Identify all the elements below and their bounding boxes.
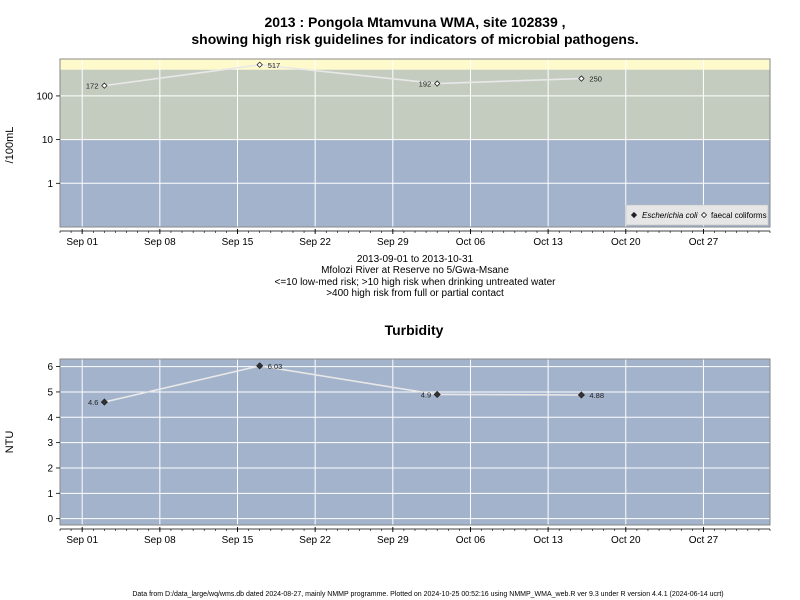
footer-note: Data from D:/data_large/wq/wms.db dated …	[132, 591, 723, 598]
data-label: 517	[268, 61, 281, 70]
faecal-coliforms-point	[434, 80, 441, 87]
turbidity-title: Turbidity	[385, 322, 444, 338]
turbidity-plot-frame	[59, 358, 771, 526]
turbidity-y-axis-label: NTU	[4, 431, 16, 454]
turbidity-point	[433, 390, 441, 399]
turbidity-y-axis: 0 1 2 3 4 5 6	[47, 362, 60, 525]
note-drinking-risk: <=10 low-med risk; >10 high risk when dr…	[275, 277, 557, 288]
x-tick-label: Sep 08	[144, 535, 176, 546]
microbial-panel: 1 10 100 Sep 01 Sep 08 Sep 15 Sep 22 Sep 29 Oct…	[4, 58, 771, 248]
microbial-grid	[60, 59, 770, 227]
risk-bands	[60, 59, 770, 227]
x-tick-label: Sep 15	[222, 535, 254, 546]
note-site: Mfolozi River at Reserve no 5/Gwa-Msane	[321, 265, 509, 276]
x-tick-label: Oct 27	[689, 237, 719, 248]
x-tick-label: Sep 22	[299, 535, 331, 546]
y-tick-label: 0	[47, 514, 53, 525]
turbidity-plot-bg	[60, 359, 770, 525]
risk-band	[60, 69, 770, 140]
turbidity-grid	[60, 359, 770, 525]
faecal-coliforms-point	[101, 82, 108, 89]
x-tick-label: Oct 20	[611, 535, 641, 546]
y-tick-label: 4	[47, 413, 53, 424]
microbial-series: 172 517 192 250	[86, 61, 602, 91]
legend-ecoli-label: Escherichia coli	[642, 211, 698, 220]
turbidity-line	[104, 365, 582, 403]
x-tick-label: Oct 13	[533, 237, 563, 248]
note-date-range: 2013-09-01 to 2013-10-31	[357, 254, 474, 265]
microbial-y-axis: 1 10 100	[36, 91, 60, 190]
x-tick-label: Oct 20	[611, 237, 641, 248]
chart-subtitle: showing high risk guidelines for indicat…	[191, 31, 638, 47]
microbial-plot-frame	[59, 58, 771, 228]
legend-faecal-marker	[700, 211, 708, 219]
data-label: 172	[86, 82, 99, 91]
risk-band	[60, 59, 770, 70]
microbial-x-axis: Sep 01 Sep 08 Sep 15 Sep 22 Sep 29 Oct 06 Oct …	[59, 229, 771, 248]
faecal-coliforms-point	[256, 61, 263, 68]
x-tick-label: Oct 13	[533, 535, 563, 546]
data-label: 4.88	[589, 391, 604, 400]
y-tick-label: 2	[47, 463, 53, 474]
y-tick-label: 6	[47, 362, 53, 373]
x-tick-label: Oct 06	[456, 535, 486, 546]
turbidity-point	[577, 391, 585, 399]
data-label: 6.03	[268, 362, 283, 371]
y-tick-label: 1	[47, 489, 53, 500]
legend-faecal-label: faecal coliforms	[711, 211, 767, 220]
x-tick-label: Sep 29	[377, 237, 409, 248]
x-tick-label: Sep 01	[66, 535, 98, 546]
x-tick-label: Sep 01	[66, 237, 98, 248]
data-label: 192	[419, 80, 432, 89]
x-tick-label: Sep 22	[299, 237, 331, 248]
turbidity-point	[100, 398, 108, 406]
chart-title: 2013 : Pongola Mtamvuna WMA, site 102839…	[264, 14, 565, 30]
x-tick-label: Oct 27	[689, 535, 719, 546]
data-label: 250	[589, 75, 602, 84]
x-tick-label: Sep 08	[144, 237, 176, 248]
legend-box	[625, 204, 769, 226]
y-tick-label: 1	[47, 179, 53, 190]
legend: Escherichia coli faecal coliforms	[625, 204, 769, 226]
y-tick-label: 3	[47, 438, 53, 449]
turbidity-series: 4.6 6.03 4.9 4.88	[88, 362, 604, 407]
data-label: 4.6	[88, 398, 98, 407]
data-label: 4.9	[421, 390, 431, 399]
turbidity-x-axis: Sep 01 Sep 08 Sep 15 Sep 22 Sep 29 Oct 06 Oct …	[59, 527, 771, 546]
turbidity-point	[256, 362, 264, 370]
x-tick-label: Oct 06	[456, 237, 486, 248]
legend-ecoli-marker	[630, 211, 638, 219]
y-tick-label: 10	[42, 135, 54, 146]
note-contact-risk: >400 high risk from full or partial cont…	[326, 288, 504, 299]
turbidity-panel: 0 1 2 3 4 5 6 Sep 01 Sep 08 Sep 15 Sep 22 Sep 29 Oc…	[4, 358, 771, 546]
y-tick-label: 100	[36, 91, 53, 102]
faecal-coliforms-point	[578, 75, 585, 82]
faecal-coliforms-line	[104, 63, 582, 87]
x-tick-label: Sep 15	[222, 237, 254, 248]
y-tick-label: 5	[47, 387, 53, 398]
x-tick-label: Sep 29	[377, 535, 409, 546]
microbial-y-axis-label: /100mL	[4, 127, 16, 164]
